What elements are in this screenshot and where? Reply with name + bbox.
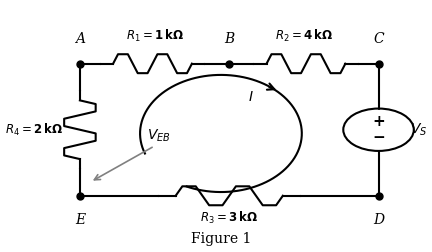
Text: $V_{EB}$: $V_{EB}$ [147, 128, 171, 144]
Text: C: C [373, 32, 384, 46]
Text: A: A [75, 32, 85, 46]
Text: −: − [372, 130, 385, 145]
Text: $V_S$: $V_S$ [410, 121, 427, 138]
Text: $R_2 = \mathbf{4\,k\Omega}$: $R_2 = \mathbf{4\,k\Omega}$ [275, 28, 333, 44]
Text: Figure 1: Figure 1 [191, 232, 251, 246]
Text: $R_1 = \mathbf{1\,k\Omega}$: $R_1 = \mathbf{1\,k\Omega}$ [126, 28, 184, 44]
Text: $R_4 = \mathbf{2\,k\Omega}$: $R_4 = \mathbf{2\,k\Omega}$ [5, 122, 63, 138]
Text: E: E [75, 213, 85, 227]
Text: +: + [372, 114, 385, 129]
Text: B: B [224, 32, 234, 46]
Text: $I$: $I$ [248, 90, 254, 104]
Text: $R_3 = \mathbf{3\,k\Omega}$: $R_3 = \mathbf{3\,k\Omega}$ [200, 210, 258, 226]
Text: D: D [373, 213, 384, 227]
